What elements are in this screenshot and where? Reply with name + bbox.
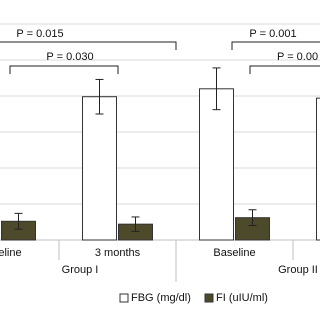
grid: Baseline3 monthsBaseline3 months — [0, 23, 320, 282]
group-label: Group I — [62, 264, 99, 276]
x-tick-label: Baseline — [0, 247, 22, 259]
legend-label: FI (uIU/ml) — [216, 292, 268, 304]
bars — [1, 67, 320, 241]
annotation: P = 0.00 — [277, 51, 318, 63]
bracket — [231, 41, 320, 50]
error-bar — [14, 212, 23, 230]
bracket — [0, 41, 177, 50]
bracket — [249, 65, 320, 74]
legend: FBG (mg/dl) FI (uIU/ml) — [119, 292, 268, 304]
error-bar — [212, 67, 221, 111]
legend-label: FBG (mg/dl) — [131, 292, 191, 304]
legend-swatch — [119, 293, 129, 303]
annotation: P = 0.001 — [249, 28, 296, 40]
annotation: P = 0.030 — [46, 51, 93, 63]
bar — [316, 97, 320, 241]
bar — [199, 88, 234, 241]
significance-brackets — [0, 41, 320, 74]
bracket — [9, 65, 119, 74]
bar — [82, 96, 117, 241]
legend-swatch — [204, 293, 214, 303]
x-tick-label: Baseline — [213, 247, 255, 259]
annotation: P = 0.015 — [16, 28, 63, 40]
error-bar — [248, 209, 257, 227]
group-label: Group II — [278, 264, 318, 276]
x-tick-label: 3 months — [95, 247, 141, 259]
error-bar — [131, 216, 140, 232]
error-bar — [95, 78, 104, 115]
